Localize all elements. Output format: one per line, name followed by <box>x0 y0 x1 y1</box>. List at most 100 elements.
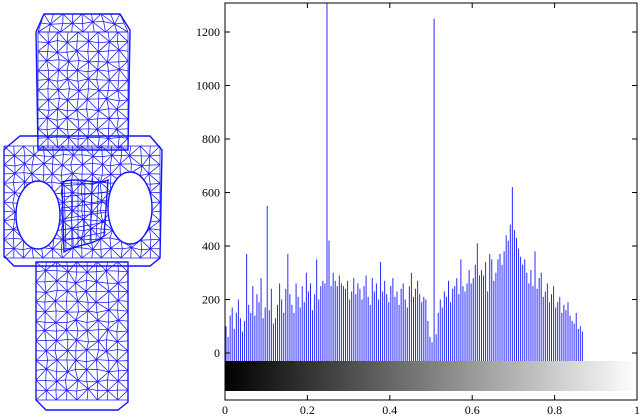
mesh-edge <box>67 88 70 101</box>
mesh-edge <box>35 330 45 332</box>
mesh-edge <box>100 13 104 22</box>
mesh-edge <box>45 280 57 293</box>
mesh-edge <box>109 230 113 239</box>
mesh-edge <box>96 390 99 401</box>
mesh-edge <box>102 173 112 176</box>
mesh-edge <box>24 154 35 164</box>
mesh-edge <box>95 302 98 313</box>
mesh-edge <box>46 380 58 391</box>
mesh-edge <box>66 109 77 118</box>
mesh-edge <box>117 31 119 42</box>
mesh-edge <box>141 248 151 251</box>
mesh-edge <box>108 282 119 292</box>
mesh-edge <box>44 330 57 332</box>
mesh-edge <box>23 145 35 156</box>
mesh-edge <box>103 21 106 33</box>
mesh-edge <box>46 390 57 401</box>
mesh-edge <box>3 182 14 184</box>
mesh-edge <box>46 359 58 370</box>
mesh-edge <box>109 237 112 249</box>
mesh-edge <box>51 173 53 183</box>
mesh-edge <box>116 118 129 130</box>
mesh-edge <box>107 390 119 401</box>
mesh-edge <box>62 247 74 259</box>
mesh-edge <box>37 79 49 91</box>
mesh-edge <box>61 173 73 176</box>
mesh-edge <box>55 322 67 331</box>
mesh-edge <box>99 182 102 194</box>
mesh-edge <box>97 369 109 373</box>
mesh-edge <box>35 389 47 391</box>
mesh-edge <box>77 81 80 91</box>
mesh-edge <box>62 145 74 156</box>
mesh-edge <box>81 145 94 157</box>
mesh-edge <box>12 173 16 183</box>
mesh-edge <box>82 164 93 175</box>
mesh-edge <box>95 349 100 360</box>
mesh-edge <box>3 155 15 165</box>
mesh-edge <box>96 79 100 91</box>
mesh-edge <box>53 154 64 157</box>
mesh-edge <box>108 118 118 130</box>
mesh-edge <box>66 319 76 323</box>
mesh-edge <box>106 90 109 99</box>
mesh-edge <box>50 13 64 25</box>
mesh-edge <box>67 109 77 112</box>
mesh-edge <box>82 21 93 24</box>
mesh-edge <box>119 60 129 70</box>
mesh-edge <box>3 183 16 194</box>
mesh-edge <box>73 145 83 156</box>
mesh-edge <box>95 301 110 311</box>
mesh-edge <box>23 172 32 175</box>
mesh-edge <box>114 23 129 33</box>
mesh-edge <box>100 249 102 259</box>
mesh-edge <box>86 341 89 350</box>
mesh-edge <box>57 81 59 90</box>
y-tick-label: 1000 <box>196 79 220 93</box>
mesh-edge <box>98 50 109 53</box>
mesh-edge <box>62 154 64 166</box>
mesh-edge <box>107 371 110 380</box>
mesh-edge <box>3 238 14 240</box>
mesh-edge <box>140 145 142 156</box>
mesh-edge <box>85 291 89 303</box>
mesh-edge <box>97 320 108 330</box>
mesh-edge <box>120 248 123 259</box>
mesh-edge <box>67 98 79 101</box>
mesh-edge <box>23 247 33 259</box>
mesh-edge <box>106 351 110 361</box>
mesh-edge <box>118 41 129 51</box>
mesh-edge <box>52 164 63 175</box>
mesh-edge <box>118 320 129 332</box>
mesh-edge <box>88 88 100 91</box>
mesh-edge <box>56 350 68 361</box>
mesh-edge <box>96 312 99 321</box>
mesh-edge <box>75 311 79 321</box>
mesh-edge <box>111 155 121 165</box>
mesh-edge <box>108 68 120 72</box>
mesh-edge <box>117 380 119 391</box>
mesh-edge <box>35 330 45 342</box>
mesh-edge <box>100 13 115 25</box>
mesh-edge <box>31 173 44 176</box>
mesh-edge <box>58 88 70 91</box>
mesh-edge <box>75 282 87 292</box>
mesh-edge <box>108 360 118 373</box>
mesh-edge <box>108 291 110 303</box>
mesh-edge <box>37 70 49 80</box>
mesh-edge <box>120 247 132 259</box>
mesh-edge <box>67 40 78 43</box>
mesh-edge <box>87 310 99 321</box>
mesh-edge <box>61 211 107 220</box>
mesh-edge <box>66 117 68 130</box>
mesh-edge <box>101 145 103 157</box>
mesh-edge <box>44 270 47 282</box>
mesh-edge <box>109 31 119 42</box>
mesh-edge <box>3 164 16 174</box>
mesh-edge <box>96 309 109 313</box>
mesh-edge <box>56 261 69 272</box>
mesh-edge <box>91 210 101 213</box>
mesh-edge <box>118 49 129 52</box>
mesh-edge <box>57 98 60 109</box>
